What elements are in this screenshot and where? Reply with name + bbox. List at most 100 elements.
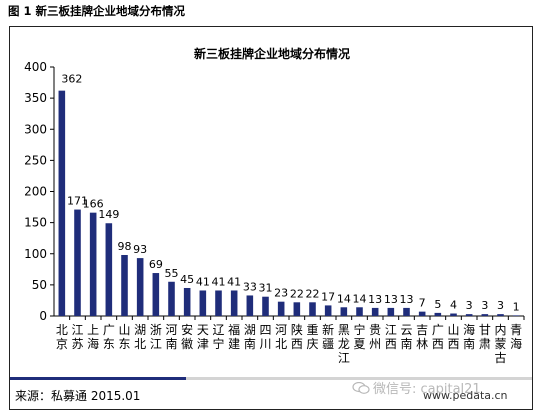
data-label: 41 (227, 275, 241, 288)
category-label: 江苏 (71, 323, 83, 351)
data-label: 14 (337, 292, 351, 305)
category-label: 广东 (103, 323, 115, 351)
bar (497, 314, 504, 316)
data-label: 22 (290, 287, 304, 300)
category-label: 黑龙江 (338, 323, 350, 365)
y-tick-label: 0 (39, 309, 47, 323)
bar (199, 290, 207, 316)
footer-divider-accent (10, 377, 186, 380)
category-label: 安徽 (181, 322, 193, 351)
category-label: 湖南 (244, 322, 256, 351)
bar (465, 314, 473, 316)
data-label: 22 (306, 287, 320, 300)
bar (371, 307, 379, 316)
y-tick-label: 300 (24, 122, 47, 136)
category-label: 宁夏 (353, 322, 365, 351)
wechat-watermark: 微信号: capital21 (352, 378, 481, 397)
footer-divider (10, 377, 532, 380)
data-label: 69 (149, 258, 163, 271)
bar (230, 290, 238, 316)
category-label: 福建 (228, 322, 240, 351)
category-label: 陕西 (291, 322, 303, 351)
y-tick-label: 200 (24, 185, 47, 199)
data-label: 362 (61, 73, 82, 86)
y-tick-label: 150 (24, 216, 47, 230)
category-label: 上海 (87, 323, 99, 351)
data-label: 33 (243, 280, 257, 293)
chart-title: 新三板挂牌企业地域分布情况 (194, 46, 350, 61)
bar (481, 314, 489, 316)
category-label: 天津 (197, 323, 209, 351)
category-label: 山西 (447, 323, 459, 351)
category-label: 河北 (275, 323, 287, 351)
bar (262, 296, 269, 316)
bar (450, 313, 457, 316)
data-label: 55 (165, 267, 179, 280)
data-label: 3 (481, 299, 488, 312)
bar (152, 273, 160, 316)
bar (356, 307, 363, 316)
category-label: 湖北 (134, 322, 146, 351)
y-tick-label: 400 (24, 60, 47, 74)
data-label: 14 (353, 292, 367, 305)
bar (121, 254, 128, 316)
data-label: 98 (118, 240, 132, 253)
data-label: 7 (419, 297, 426, 310)
category-label: 甘肃 (479, 323, 491, 351)
bar (74, 209, 81, 316)
category-label: 北京 (56, 323, 68, 351)
bar (434, 312, 442, 316)
category-label: 重庆 (306, 323, 318, 351)
bar (215, 290, 222, 316)
y-tick-label: 100 (24, 247, 47, 261)
bar (512, 315, 520, 316)
data-label: 166 (83, 198, 104, 211)
watermark-text: 微信号: capital21 (373, 382, 481, 397)
y-tick-label: 350 (24, 91, 47, 105)
category-label: 内蒙古 (494, 323, 506, 365)
source-text: 来源：私募通 2015.01 (15, 389, 141, 403)
bar (168, 281, 175, 316)
bar (58, 90, 66, 316)
category-label: 吉林 (416, 323, 428, 351)
y-tick-label: 250 (24, 153, 47, 167)
bar-chart: 新三板挂牌企业地域分布情况 0 50 100 150 200 250 300 350 400 362… (24, 46, 525, 365)
data-label: 5 (434, 298, 441, 311)
data-label: 45 (180, 273, 194, 286)
bar (387, 307, 395, 316)
data-label: 1 (513, 300, 520, 313)
category-label: 山东 (118, 323, 130, 351)
bar (136, 258, 144, 316)
data-label: 41 (212, 275, 226, 288)
data-label: 41 (196, 275, 210, 288)
data-label: 13 (400, 293, 414, 306)
data-label: 149 (98, 208, 119, 221)
data-label: 93 (133, 243, 147, 256)
category-label: 河南 (165, 323, 177, 351)
bar (105, 223, 113, 316)
wechat-icon (352, 382, 370, 394)
bar (403, 307, 410, 316)
category-label: 江西 (385, 323, 397, 351)
chart-frame: 新三板挂牌企业地域分布情况 0 50 100 150 200 250 300 350 400 362… (9, 26, 533, 410)
category-label: 广西 (432, 323, 444, 351)
data-label: 3 (497, 299, 504, 312)
category-label: 新疆 (322, 322, 334, 351)
bar (89, 212, 97, 316)
data-label: 23 (274, 287, 288, 300)
data-label: 17 (321, 290, 335, 303)
bar (246, 295, 254, 316)
category-label: 云南 (400, 323, 412, 351)
category-label: 四川 (259, 323, 271, 351)
data-label: 13 (368, 293, 382, 306)
category-label: 辽宁 (212, 323, 224, 351)
bar (183, 287, 191, 316)
bar (324, 305, 332, 316)
data-label: 31 (259, 282, 273, 295)
data-label: 171 (67, 195, 88, 208)
data-label: 4 (450, 299, 457, 312)
bar (340, 307, 348, 316)
bar (309, 302, 316, 316)
bar (418, 311, 426, 316)
category-label: 浙江 (150, 323, 162, 351)
